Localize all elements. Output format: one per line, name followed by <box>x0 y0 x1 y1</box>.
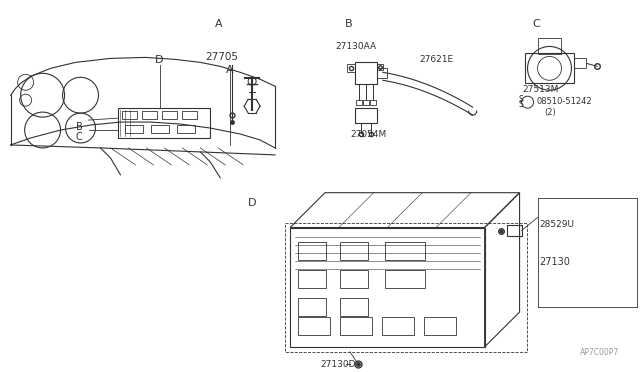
Bar <box>385 270 425 288</box>
Bar <box>370 100 376 105</box>
Bar <box>152 125 170 133</box>
Bar <box>525 54 575 83</box>
Bar <box>382 317 414 335</box>
Bar <box>125 125 143 133</box>
Bar <box>363 100 369 105</box>
Text: 28529U: 28529U <box>540 219 575 228</box>
Text: A: A <box>215 19 223 29</box>
Bar <box>355 62 377 84</box>
Bar <box>163 111 177 119</box>
Bar <box>507 225 522 237</box>
Bar <box>122 111 138 119</box>
Bar <box>298 270 326 288</box>
Text: 27513M: 27513M <box>522 85 559 94</box>
Bar <box>347 64 355 72</box>
Bar <box>340 298 368 316</box>
Text: 27054M: 27054M <box>350 130 386 139</box>
Text: AP7C00P7: AP7C00P7 <box>580 348 620 357</box>
Text: B: B <box>76 122 83 132</box>
Bar <box>424 317 456 335</box>
Bar <box>575 58 586 68</box>
Bar <box>355 108 377 123</box>
Bar <box>340 317 372 335</box>
Bar <box>340 243 368 260</box>
Text: D: D <box>248 198 257 208</box>
Text: C: C <box>76 132 83 142</box>
Text: 27705: 27705 <box>205 52 238 62</box>
Text: S: S <box>518 100 523 109</box>
Bar <box>356 100 362 105</box>
Text: 27130AA: 27130AA <box>335 42 376 51</box>
Text: A: A <box>226 65 234 76</box>
Text: D: D <box>156 55 164 65</box>
Text: S: S <box>518 95 523 104</box>
Bar <box>385 243 425 260</box>
Bar <box>142 111 157 119</box>
Text: C: C <box>532 19 540 29</box>
Text: 27621E: 27621E <box>420 55 454 64</box>
Text: (2): (2) <box>545 108 556 117</box>
Bar <box>177 125 195 133</box>
Text: 08510-51242: 08510-51242 <box>536 97 592 106</box>
Bar <box>377 64 383 70</box>
Text: 27130: 27130 <box>540 257 570 267</box>
Bar <box>340 270 368 288</box>
Bar <box>538 38 561 54</box>
Bar <box>298 298 326 316</box>
Bar <box>285 222 527 352</box>
Bar <box>377 68 387 78</box>
Text: 27130D: 27130D <box>320 360 355 369</box>
Text: B: B <box>345 19 353 29</box>
Bar <box>298 317 330 335</box>
Bar <box>182 111 197 119</box>
Bar <box>298 243 326 260</box>
